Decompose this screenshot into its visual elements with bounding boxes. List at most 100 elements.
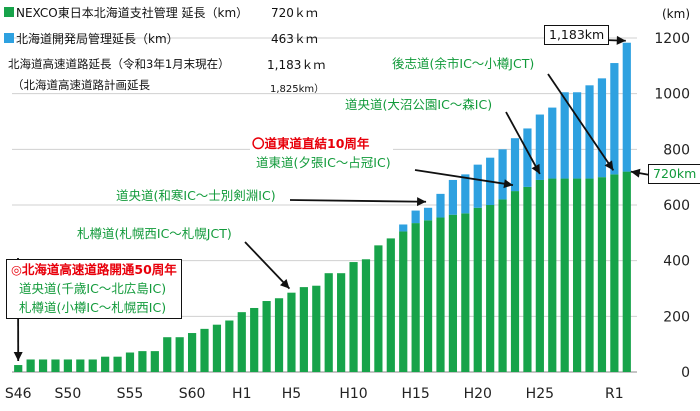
bar-nexco (88, 359, 97, 372)
bar-nexco (386, 238, 395, 372)
bar-nexco (63, 359, 72, 372)
legend-label-dev: 北海道開発局管理延長（km） (16, 32, 179, 46)
annotation-wassamu: 道央道(和寒IC～士別剣淵IC) (114, 188, 278, 204)
bar-dev (399, 224, 408, 232)
bar-nexco (225, 320, 234, 372)
bar-nexco (187, 333, 197, 372)
annotation-arrow-head (531, 163, 540, 174)
bar-dev (448, 179, 458, 215)
x-tick-label: H20 (464, 386, 492, 402)
legend-value-plan: 1,825km） (270, 84, 325, 95)
bar-nexco (560, 178, 569, 372)
bar-dev (622, 42, 631, 172)
legend-value-nexco: 720ｋｍ (271, 6, 318, 20)
bar-nexco (138, 351, 147, 372)
bar-nexco (312, 285, 321, 372)
bar-dev (585, 85, 594, 179)
annotation-50th-line1: 道央道(千歳IC～北広島IC) (19, 281, 167, 296)
bar-nexco (274, 298, 284, 372)
annotation-arrow-head (604, 160, 614, 171)
bar-nexco (498, 199, 507, 372)
legend-label-nexco: NEXCO東日本北海道支社管理 延長（km） (16, 6, 249, 20)
bar-dev (498, 149, 507, 200)
bar-nexco (337, 273, 346, 372)
bar-nexco (448, 214, 458, 372)
bar-nexco (324, 273, 333, 372)
bar-nexco (163, 337, 172, 372)
bar-nexco (411, 223, 420, 372)
annotation-arrow-head (616, 35, 626, 45)
callout-nexco: 720km (648, 164, 700, 184)
x-tick-label: S46 (5, 386, 32, 402)
x-tick-label: S50 (55, 386, 82, 402)
y-tick-label: 200 (663, 309, 690, 325)
bar-dev (523, 128, 532, 187)
x-tick-label: H5 (282, 386, 301, 402)
annotation-arrow-line (244, 241, 291, 290)
annotation-arrow-line (289, 199, 427, 203)
legend-swatch-dev (4, 33, 14, 43)
bar-dev (597, 78, 607, 178)
bar-nexco (150, 351, 159, 372)
y-tick-label: 800 (663, 142, 690, 158)
bar-dev (535, 114, 544, 180)
bar-nexco (486, 205, 495, 372)
annotation-50th-title: ◎北海道高速道路開通50周年 (11, 262, 177, 277)
bar-nexco (361, 259, 371, 372)
bar-nexco (101, 356, 110, 372)
legend-swatch-nexco (4, 7, 14, 17)
x-tick-label: S55 (117, 386, 144, 402)
annotation-arrow-head (503, 179, 514, 189)
bar-nexco (610, 174, 619, 372)
annotation-sassou-jct: 札樽道(札幌西IC～札幌JCT) (75, 226, 234, 242)
bar-nexco (510, 191, 520, 372)
y-tick-label: 1200 (654, 31, 690, 47)
annotation-shiribeshi: 後志道(余市IC～小樽JCT) (390, 56, 537, 72)
y-tick-label: 600 (663, 198, 690, 214)
annotation-oonuma: 道央道(大沼公園IC～森IC) (343, 97, 495, 113)
x-tick-label: H1 (232, 386, 251, 402)
x-axis: S46 S50 S55 S60 H1 H5 H10 H15 H20 H25 R1 (5, 386, 624, 402)
annotation-50th-line2: 札樽道(小樽IC～札幌西IC) (19, 300, 167, 315)
bar-dev (573, 92, 582, 179)
bar-nexco (113, 356, 122, 372)
bar-dev (610, 63, 619, 175)
bar-nexco (175, 337, 184, 372)
annotation-arrow-line (547, 73, 615, 171)
bar-nexco (349, 262, 358, 372)
annotation-arrow-head (417, 197, 427, 207)
bar-dev (461, 174, 470, 214)
annotation-10th-title: 〇道東道直結10周年 (252, 136, 370, 151)
bar-dev (510, 138, 520, 192)
bar-nexco (237, 312, 246, 372)
legend-value-total: 1,183ｋｍ (267, 58, 326, 72)
annotation-10th: 〇道東道直結10周年 道東道(夕張IC～占冠IC) (250, 136, 393, 171)
callout-total: 1,183km (544, 25, 610, 45)
bar-nexco (250, 307, 259, 372)
bars (14, 42, 631, 372)
y-tick-label: 0 (681, 365, 690, 381)
y-unit: (km) (662, 7, 690, 21)
bar-nexco (597, 177, 607, 372)
bar-nexco (622, 171, 631, 372)
annotation-arrow-head (630, 168, 641, 178)
x-tick-label: R1 (605, 386, 624, 402)
bar-nexco (76, 359, 85, 372)
bar-nexco (436, 217, 445, 372)
annotation-arrow-head (13, 352, 23, 362)
x-tick-label: H15 (401, 386, 429, 402)
bar-dev (473, 164, 482, 208)
bar-nexco (423, 220, 433, 372)
legend-value-dev: 463ｋｍ (271, 32, 318, 46)
legend-label-total: 北海道高速道路延長（令和3年1月末現在） (8, 57, 230, 71)
bar-dev (411, 210, 420, 224)
bar-nexco (125, 352, 135, 372)
x-tick-label: H10 (339, 386, 367, 402)
bar-nexco (523, 186, 532, 372)
x-tick-label: S60 (179, 386, 206, 402)
bar-dev (548, 107, 557, 179)
bar-dev (436, 193, 445, 218)
annotation-arrow-line (505, 111, 541, 175)
annotation-10th-line1: 道東道(夕張IC～占冠IC) (256, 155, 391, 170)
